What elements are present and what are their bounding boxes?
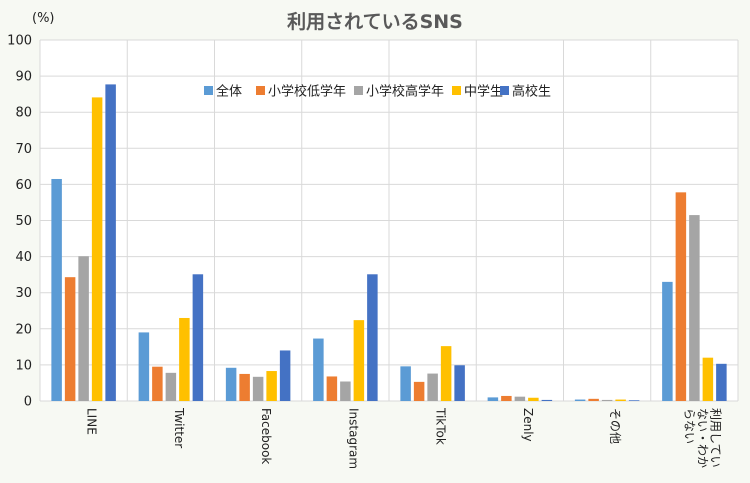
bar [353, 320, 365, 401]
x-tick-label: LINE [85, 408, 99, 435]
x-tick-label: らない [682, 408, 696, 444]
y-tick-label: 50 [15, 214, 32, 229]
bar [51, 178, 62, 401]
y-tick-label: 70 [15, 142, 32, 157]
bar [340, 381, 351, 401]
bar [78, 256, 89, 401]
y-tick-label: 100 [7, 34, 32, 49]
bar [702, 357, 714, 401]
bar [413, 381, 425, 401]
bar [628, 400, 640, 401]
bar [326, 376, 338, 401]
legend: 全体 小学校低学年 小学校高学年 中学生 高校生 [204, 84, 551, 100]
y-tick-label: 0 [24, 395, 32, 410]
bar [541, 399, 553, 401]
bar [279, 350, 291, 401]
legend-swatch [204, 86, 213, 95]
y-tick-label: 20 [15, 322, 32, 337]
y-tick-label: 60 [15, 178, 32, 193]
bar [601, 399, 613, 401]
bar [675, 192, 687, 401]
legend-swatch [452, 86, 461, 95]
unit-label: (%) [32, 11, 55, 26]
bar [689, 215, 700, 401]
bar [266, 371, 277, 401]
legend-swatch [354, 86, 363, 95]
legend-label: 高校生 [512, 84, 551, 100]
y-tick-label: 80 [15, 106, 32, 121]
x-tick-label: Instagram [346, 408, 360, 469]
x-tick-label: Twitter [172, 407, 186, 448]
bar [91, 97, 103, 402]
bar [615, 399, 626, 401]
y-tick-label: 30 [15, 286, 32, 301]
bars [51, 84, 727, 402]
legend-label: 全体 [216, 84, 242, 100]
bar [440, 346, 452, 401]
bar [64, 277, 76, 401]
x-tick-label: その他 [608, 408, 622, 444]
bar [588, 398, 599, 401]
chart-title: 利用されているSNS [287, 11, 463, 33]
gridlines [39, 39, 739, 402]
bar [716, 363, 727, 401]
bar [152, 366, 163, 401]
x-tick-label: 利用してい [708, 408, 722, 468]
legend-label: 中学生 [464, 84, 503, 100]
y-axis-ticks: 0 10 20 30 40 50 60 70 80 90 100 [7, 34, 32, 410]
y-tick-label: 10 [15, 358, 32, 373]
x-tick-label: ない・わか [695, 408, 709, 468]
x-tick-label: Zenly [521, 408, 535, 442]
legend-swatch [256, 86, 265, 95]
bar [165, 372, 177, 401]
bar [313, 338, 324, 401]
bar [528, 397, 539, 401]
x-tick-label: Facebook [259, 408, 273, 464]
legend-label: 小学校低学年 [268, 84, 346, 100]
bar [487, 397, 499, 401]
bar [138, 332, 150, 401]
bar [454, 365, 465, 401]
bar [239, 373, 250, 401]
x-axis-ticks: LINE Twitter Facebook Instagram TikTok Zenly そ… [85, 407, 723, 469]
bar [662, 281, 673, 401]
bar [105, 84, 116, 401]
bar [179, 317, 190, 401]
bar [192, 274, 204, 401]
bar [574, 399, 586, 401]
bar [501, 395, 512, 401]
bar [400, 366, 411, 401]
bar [252, 376, 264, 401]
bar [225, 367, 237, 401]
bar [367, 274, 378, 401]
bar [427, 373, 438, 401]
x-tick-label: TikTok [434, 407, 448, 445]
legend-swatch [500, 86, 509, 95]
legend-label: 小学校高学年 [366, 84, 444, 100]
y-tick-label: 40 [15, 250, 32, 265]
y-tick-label: 90 [15, 70, 32, 85]
bar [514, 396, 526, 401]
